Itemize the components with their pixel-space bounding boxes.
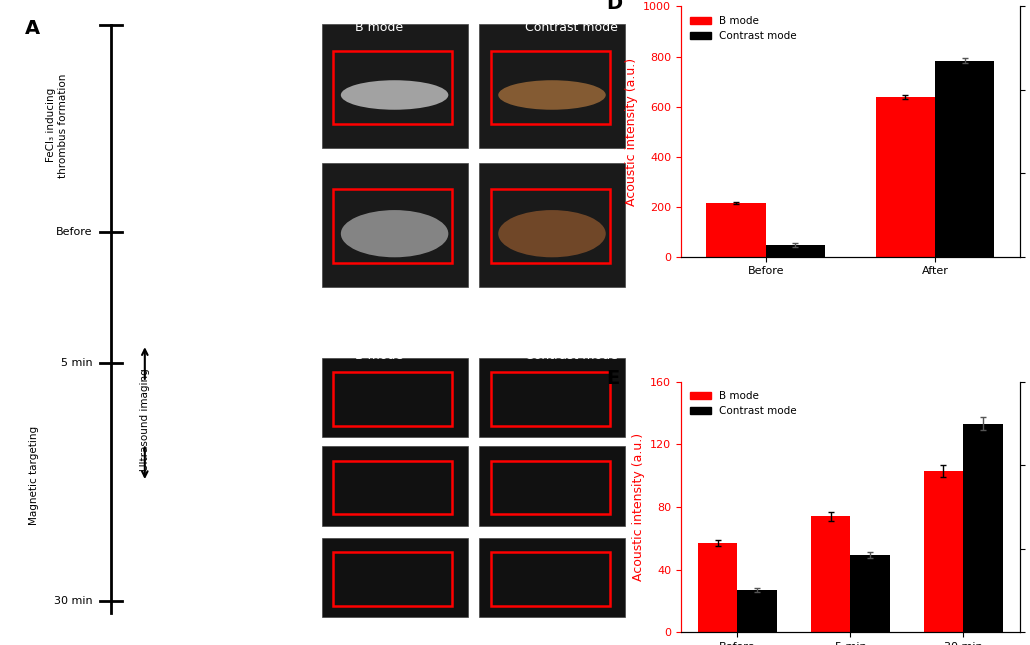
Text: Contrast mode: Contrast mode (524, 349, 618, 362)
Bar (479, 538, 625, 617)
Bar (963, 424, 1003, 632)
Bar (479, 357, 625, 437)
Text: 5 min: 5 min (300, 475, 309, 505)
Text: Ultrasound imaging: Ultrasound imaging (140, 368, 149, 471)
Text: Before: Before (57, 226, 93, 237)
Bar (707, 203, 765, 257)
Text: Contrast mode: Contrast mode (524, 21, 618, 34)
Text: FeCl₃ inducing
thrombus formation: FeCl₃ inducing thrombus formation (46, 73, 68, 177)
Bar (490, 51, 610, 124)
Bar (333, 552, 452, 606)
Text: D: D (607, 0, 622, 13)
Bar (490, 372, 610, 426)
Y-axis label: Acoustic intensity (a.u.): Acoustic intensity (a.u.) (631, 433, 645, 581)
Y-axis label: Acoustic intensity (a.u.): Acoustic intensity (a.u.) (624, 57, 638, 206)
Legend: B mode, Contrast mode: B mode, Contrast mode (686, 12, 801, 45)
Text: B mode: B mode (355, 21, 404, 34)
Bar (479, 24, 625, 148)
Text: 5 min: 5 min (61, 358, 93, 368)
Text: Before: Before (300, 385, 309, 419)
Bar (333, 372, 452, 426)
Bar (490, 461, 610, 514)
Bar (321, 446, 468, 526)
Ellipse shape (499, 80, 606, 110)
Bar (321, 538, 468, 617)
Bar (479, 446, 625, 526)
Legend: B mode, Contrast mode: B mode, Contrast mode (686, 387, 801, 421)
Bar (490, 190, 610, 263)
Bar (333, 461, 452, 514)
Bar (333, 190, 452, 263)
Text: E: E (607, 370, 620, 388)
Bar (737, 590, 777, 632)
Bar (935, 61, 994, 257)
Text: Before: Before (300, 201, 309, 237)
Text: B mode: B mode (355, 349, 404, 362)
Text: 30 min: 30 min (55, 596, 93, 606)
Ellipse shape (341, 80, 448, 110)
Bar (490, 552, 610, 606)
Ellipse shape (499, 210, 606, 257)
Bar (333, 51, 452, 124)
Ellipse shape (341, 210, 448, 257)
Bar (479, 163, 625, 287)
Bar (876, 97, 935, 257)
Text: 30 min: 30 min (300, 564, 309, 600)
Bar (321, 163, 468, 287)
Bar (851, 555, 890, 632)
Bar (811, 517, 851, 632)
Text: After: After (300, 73, 309, 99)
Bar (698, 543, 737, 632)
Text: C: C (279, 346, 294, 365)
Text: Magnetic targeting: Magnetic targeting (29, 426, 39, 525)
Bar (924, 471, 963, 632)
Bar (321, 357, 468, 437)
Text: B: B (279, 15, 295, 34)
Bar (321, 24, 468, 148)
Text: A: A (25, 19, 40, 38)
Bar (765, 245, 825, 257)
